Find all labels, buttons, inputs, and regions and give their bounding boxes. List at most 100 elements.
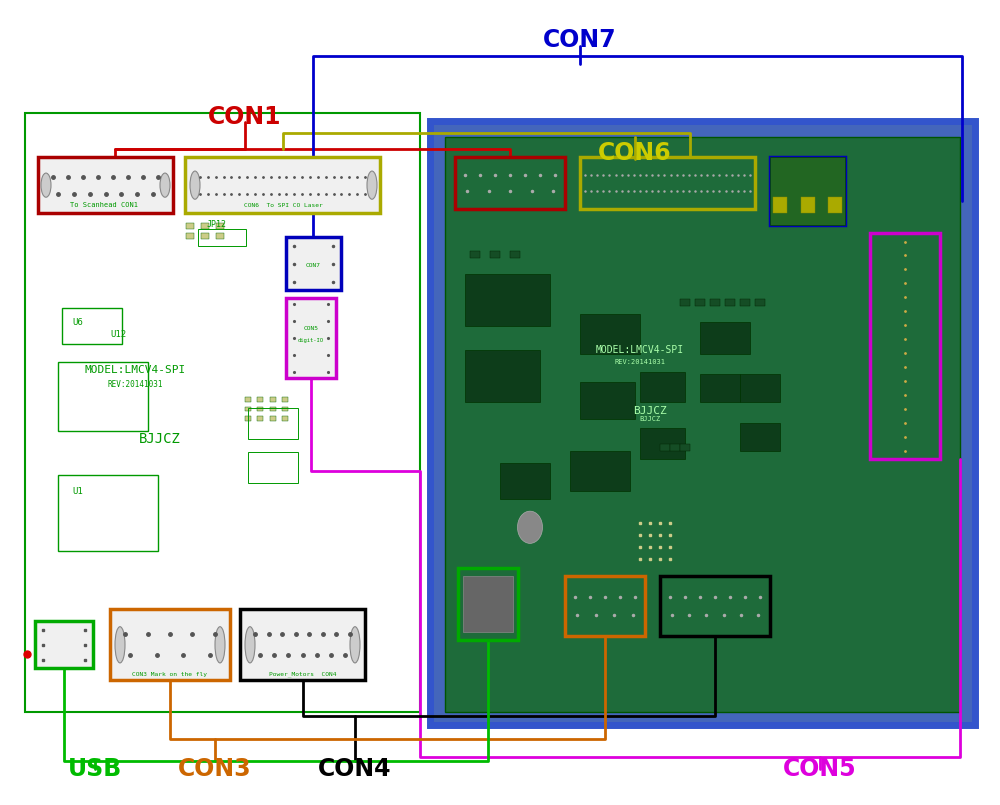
Text: CON3 Mark on the fly: CON3 Mark on the fly — [132, 672, 208, 677]
Bar — [257, 407, 263, 411]
Text: CON6: CON6 — [598, 141, 672, 165]
Bar — [245, 407, 251, 411]
Text: U12: U12 — [110, 329, 126, 339]
Ellipse shape — [190, 171, 200, 199]
Bar — [770, 157, 845, 225]
Text: REV:20141031: REV:20141031 — [614, 359, 666, 365]
Bar — [35, 621, 93, 668]
Bar — [773, 197, 787, 213]
Bar — [700, 374, 740, 402]
Bar — [38, 157, 173, 213]
Bar — [282, 397, 288, 402]
Bar — [245, 397, 251, 402]
Text: Power_Motors  CON4: Power_Motors CON4 — [269, 672, 337, 677]
Bar — [660, 444, 670, 451]
Text: CON7: CON7 — [306, 263, 320, 268]
Bar — [270, 407, 276, 411]
Bar — [455, 157, 565, 209]
Bar — [458, 568, 518, 640]
Bar — [710, 299, 720, 306]
Bar — [640, 372, 685, 402]
Bar — [62, 308, 122, 344]
Bar — [640, 428, 685, 459]
Bar — [185, 157, 380, 213]
Bar — [565, 576, 645, 636]
Bar — [282, 416, 288, 421]
Bar — [490, 251, 500, 258]
Bar — [257, 397, 263, 402]
Bar — [465, 350, 540, 402]
Text: BJJCZ: BJJCZ — [639, 415, 661, 422]
Ellipse shape — [518, 511, 542, 543]
Text: BJJCZ: BJJCZ — [633, 406, 667, 415]
Bar — [216, 223, 224, 229]
Text: U6: U6 — [73, 317, 83, 327]
Bar — [58, 475, 158, 551]
Text: MODEL:LMCV4-SPI: MODEL:LMCV4-SPI — [596, 345, 684, 355]
Bar — [282, 407, 288, 411]
Bar — [201, 233, 209, 239]
Bar — [248, 452, 298, 483]
Text: CON4: CON4 — [318, 757, 392, 781]
Text: CON5: CON5 — [304, 326, 318, 331]
Bar — [800, 197, 814, 213]
Bar — [580, 314, 640, 354]
Bar — [500, 463, 550, 499]
Bar — [740, 423, 780, 451]
Bar — [755, 299, 765, 306]
Text: CON6  To SPI CO Laser: CON6 To SPI CO Laser — [244, 203, 322, 208]
Bar — [465, 274, 550, 326]
Text: USB: USB — [68, 757, 122, 781]
Bar — [740, 299, 750, 306]
Bar — [186, 223, 194, 229]
Bar — [700, 322, 750, 354]
Bar — [510, 251, 520, 258]
Bar — [58, 362, 148, 431]
Bar — [770, 157, 845, 225]
Bar — [201, 223, 209, 229]
Text: JP12: JP12 — [207, 220, 227, 229]
Bar — [286, 237, 341, 290]
Bar — [270, 397, 276, 402]
Bar — [25, 113, 420, 712]
Bar — [245, 416, 251, 421]
Bar — [240, 609, 365, 680]
Bar — [257, 416, 263, 421]
Bar — [740, 374, 780, 402]
Bar — [580, 382, 635, 419]
Bar — [580, 157, 755, 209]
Bar — [430, 121, 975, 724]
Bar — [470, 251, 480, 258]
Text: digit-IO: digit-IO — [298, 338, 324, 343]
Bar — [186, 233, 194, 239]
Text: BJJCZ: BJJCZ — [139, 431, 181, 446]
Ellipse shape — [160, 173, 170, 197]
Bar — [680, 444, 690, 451]
Bar — [695, 299, 705, 306]
Bar — [110, 609, 230, 680]
Text: CON5: CON5 — [783, 757, 857, 781]
Bar — [463, 576, 513, 632]
Ellipse shape — [245, 626, 255, 663]
Bar — [216, 233, 224, 239]
Ellipse shape — [41, 173, 51, 197]
Bar — [270, 416, 276, 421]
Ellipse shape — [215, 626, 225, 663]
Text: CON1: CON1 — [208, 105, 282, 129]
Bar — [660, 576, 770, 636]
Text: U1: U1 — [73, 486, 83, 496]
Bar — [248, 408, 298, 439]
Ellipse shape — [115, 626, 125, 663]
Bar — [198, 229, 246, 246]
Bar — [680, 299, 690, 306]
Bar — [828, 197, 842, 213]
Bar — [870, 233, 940, 459]
Ellipse shape — [367, 171, 377, 199]
Bar — [445, 137, 960, 712]
Bar — [286, 298, 336, 378]
Bar — [670, 444, 680, 451]
Bar — [570, 451, 630, 491]
Text: CON7: CON7 — [543, 28, 617, 52]
Bar — [725, 299, 735, 306]
Text: REV:20141031: REV:20141031 — [107, 380, 163, 390]
